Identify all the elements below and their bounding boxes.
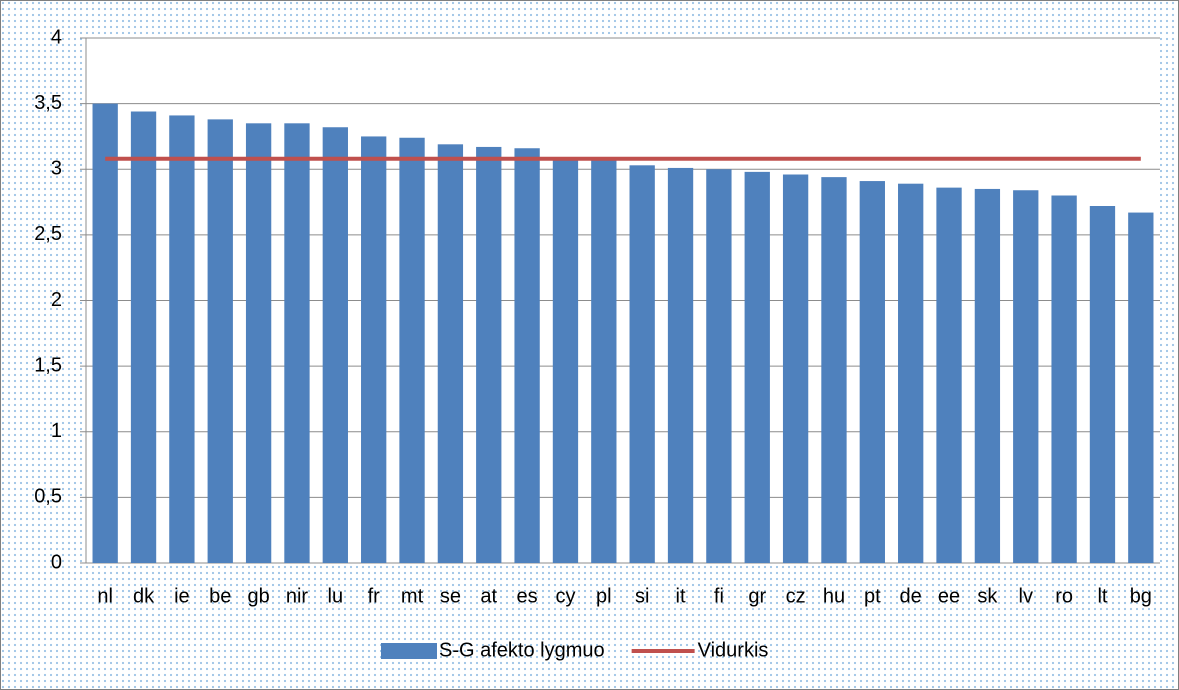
bar — [92, 103, 118, 563]
bar — [936, 187, 962, 563]
bar — [974, 188, 1001, 563]
y-tick-label: 3,5 — [34, 92, 62, 114]
x-tick-label: bg — [1130, 585, 1152, 607]
x-tick-label: mt — [401, 585, 424, 607]
legend-label: S-G afekto lygmuo — [439, 639, 605, 661]
x-tick-label: cz — [786, 585, 806, 607]
x-tick-label: ie — [174, 585, 190, 607]
x-tick-label: de — [900, 585, 922, 607]
bar — [207, 119, 233, 563]
x-tick-label: es — [517, 585, 538, 607]
x-tick-label: lv — [1019, 585, 1033, 607]
y-tick-label: 2 — [51, 289, 62, 311]
x-tick-label: pt — [864, 585, 881, 607]
x-tick-label: cy — [555, 585, 575, 607]
bar — [552, 157, 579, 563]
x-tick-label: ro — [1055, 585, 1073, 607]
bar — [130, 111, 157, 563]
y-tick-label: 1,5 — [34, 354, 62, 376]
bar — [1089, 206, 1116, 563]
y-tick-label: 1 — [51, 420, 62, 442]
y-tick-label: 3 — [51, 158, 62, 180]
x-tick-label: pl — [596, 585, 612, 607]
bar — [629, 165, 655, 563]
bar — [322, 127, 348, 563]
x-tick-label: gr — [748, 585, 766, 607]
bar — [591, 158, 617, 563]
legend-label: Vidurkis — [698, 639, 769, 661]
bar — [1051, 195, 1077, 563]
y-tick-label: 4 — [51, 26, 62, 48]
x-tick-label: at — [480, 585, 497, 607]
x-tick-label: be — [209, 585, 231, 607]
bar — [514, 148, 540, 563]
x-tick-label: sk — [977, 585, 998, 607]
bar — [898, 183, 924, 563]
y-tick-label: 0,5 — [34, 486, 62, 508]
x-tick-label: fr — [368, 585, 381, 607]
x-tick-label: hu — [823, 585, 845, 607]
bar — [284, 123, 310, 563]
x-tick-label: lu — [328, 585, 344, 607]
bar — [859, 181, 885, 563]
x-tick-label: ee — [938, 585, 960, 607]
bar — [667, 167, 694, 563]
bar — [437, 144, 464, 563]
bar — [476, 146, 502, 563]
bar — [361, 136, 387, 563]
x-tick-label: si — [635, 585, 649, 607]
legend-swatch — [381, 643, 437, 659]
x-tick-label: gb — [247, 585, 269, 607]
x-tick-label: fi — [714, 585, 724, 607]
y-tick-label: 0 — [51, 551, 62, 573]
x-tick-label: nl — [97, 585, 113, 607]
bar — [169, 115, 195, 563]
x-tick-label: it — [676, 585, 686, 607]
bar — [706, 169, 732, 563]
x-tick-label: nir — [286, 585, 309, 607]
bar — [245, 123, 272, 563]
y-tick-label: 2,5 — [34, 223, 62, 245]
bar — [1013, 190, 1039, 563]
bar — [744, 171, 770, 563]
bar — [782, 174, 809, 563]
bar — [399, 137, 425, 563]
x-tick-label: lt — [1097, 585, 1107, 607]
bar — [1128, 212, 1154, 563]
x-tick-label: se — [440, 585, 461, 607]
x-tick-label: dk — [133, 585, 155, 607]
bar — [821, 177, 847, 563]
